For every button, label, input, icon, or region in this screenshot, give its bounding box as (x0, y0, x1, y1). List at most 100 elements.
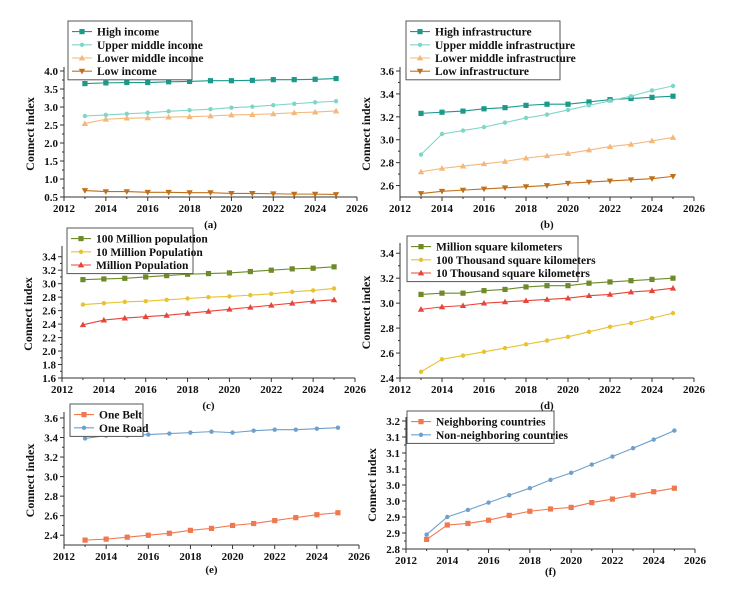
data-point (121, 314, 128, 321)
x-tick-label: 2022 (262, 203, 285, 215)
data-point (564, 150, 572, 156)
chart-panel-b: 2012 2014 2016 2018 2020 2022 2024 2026 2.6 2.8 3.… (359, 20, 706, 231)
series-high-income (82, 75, 339, 87)
data-point (444, 522, 450, 528)
data-point (333, 75, 339, 82)
data-point (228, 191, 235, 197)
data-point (335, 425, 341, 430)
x-tick-label: 2012 (389, 203, 412, 215)
data-point (309, 298, 317, 304)
data-point (565, 283, 571, 289)
data-point (506, 512, 512, 518)
x-tick-label: 2026 (683, 384, 706, 396)
data-point (460, 108, 466, 114)
x-tick-label: 2022 (599, 203, 622, 215)
data-point (547, 506, 554, 512)
data-point (564, 294, 572, 301)
x-tick-label: 2024 (641, 203, 664, 215)
data-point (502, 120, 508, 125)
y-axis-label: Connect index (365, 448, 379, 522)
y-tick-label: 3.0 (386, 496, 400, 508)
y-tick-label: 1.5 (44, 156, 58, 168)
data-point (272, 517, 278, 524)
series-million-population (79, 296, 338, 328)
legend-label: High infrastructure (435, 27, 532, 39)
x-tick-label: 2022 (260, 384, 283, 396)
data-point (292, 101, 297, 106)
data-point (311, 108, 319, 115)
legend-marker (78, 68, 86, 75)
series-neighboring-countries (424, 485, 677, 542)
data-point (330, 296, 338, 303)
panel-caption: (d) (540, 400, 554, 412)
x-tick-label: 2012 (53, 203, 76, 215)
legend-box (406, 410, 555, 444)
data-point (481, 349, 487, 354)
x-tick-label: 2018 (179, 203, 202, 215)
data-point (247, 268, 253, 275)
data-point (648, 137, 656, 144)
y-tick-label: 2.9 (386, 528, 400, 540)
x-tick-label: 2018 (177, 384, 200, 396)
data-point (167, 431, 172, 436)
y-tick-label: 2.6 (380, 181, 394, 193)
y-tick-label: 2.9 (386, 512, 400, 524)
legend-label: Million square kilometers (436, 242, 563, 254)
data-point (607, 279, 613, 285)
data-point (163, 312, 170, 318)
y-tick-label: 3.1 (386, 448, 400, 460)
x-tick-label: 2018 (519, 555, 542, 567)
x-tick-label: 2026 (346, 203, 369, 215)
data-point (228, 111, 235, 118)
data-point (502, 105, 508, 111)
data-point (480, 186, 488, 193)
data-point (669, 173, 677, 180)
data-point (230, 430, 235, 435)
data-point (480, 299, 488, 306)
x-tick-label: 2022 (601, 555, 624, 567)
data-point (628, 320, 634, 326)
x-tick-label: 2016 (478, 555, 501, 567)
legend-label: Lower middle infrastructure (435, 53, 576, 65)
x-tick-label: 2024 (306, 551, 329, 563)
data-point (270, 77, 276, 83)
y-tick-label: 3.4 (44, 433, 58, 445)
data-point (293, 427, 298, 432)
data-point (82, 436, 88, 441)
x-tick-label: 2016 (473, 384, 496, 396)
x-tick-label: 2014 (95, 203, 118, 215)
data-point (445, 514, 450, 520)
data-point (186, 190, 193, 196)
x-tick-label: 2022 (264, 551, 287, 563)
data-point (522, 184, 530, 190)
legend-label: Low income (97, 66, 157, 78)
data-point (270, 191, 277, 197)
data-point (188, 430, 193, 435)
data-point (123, 189, 130, 195)
data-point (628, 278, 634, 284)
y-tick-label: 2.8 (380, 158, 394, 170)
data-point (544, 101, 550, 107)
data-point (465, 507, 471, 513)
data-point (165, 189, 172, 196)
data-point (331, 264, 337, 270)
data-point (335, 510, 341, 516)
data-point (103, 112, 109, 118)
legend-label: Non-neighboring countries (436, 430, 568, 442)
data-point (481, 124, 487, 130)
x-tick-label: 2020 (557, 384, 580, 396)
data-point (417, 168, 425, 175)
legend-marker (78, 249, 84, 254)
legend-label: Neighboring countries (436, 417, 546, 429)
series-low-infrastructure (417, 173, 677, 197)
legend-marker (81, 425, 87, 430)
data-point (585, 179, 593, 186)
data-point (459, 302, 467, 309)
legend-marker (418, 419, 424, 425)
data-point (145, 110, 150, 115)
data-point (166, 109, 171, 114)
data-point (523, 102, 529, 108)
data-point (418, 110, 424, 116)
